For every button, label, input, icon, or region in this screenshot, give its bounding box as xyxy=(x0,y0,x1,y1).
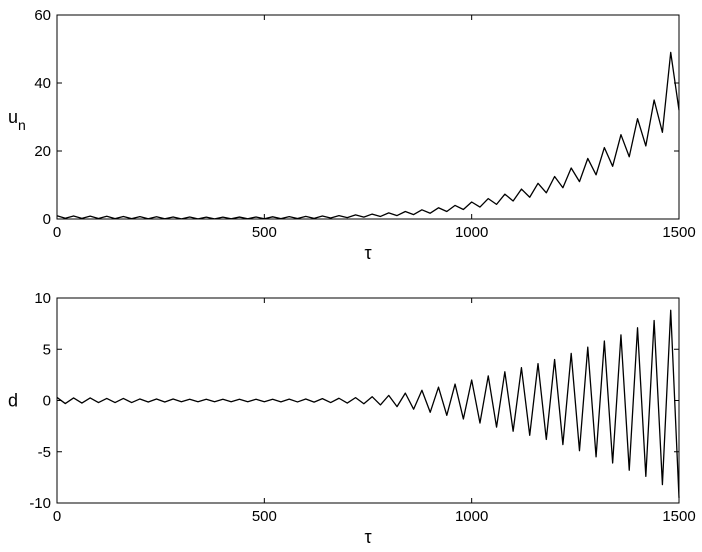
y-axis-label-sub: n xyxy=(18,117,26,133)
subplot: 0 500 1000 1500 0 20 40 60 τ un xyxy=(8,7,696,263)
x-tick-label: 0 xyxy=(53,224,61,241)
y-tick-label: -10 xyxy=(29,495,51,512)
x-tick-label: 0 xyxy=(53,508,61,525)
x-axis-label: τ xyxy=(364,243,371,263)
y-tick-label: 20 xyxy=(34,143,51,160)
x-axis-label: τ xyxy=(364,527,371,547)
x-tick-label: 1500 xyxy=(662,224,695,241)
subplot: 0 500 1000 1500 -10 -5 0 5 10 τ d xyxy=(8,290,696,547)
x-tick-label: 500 xyxy=(252,224,277,241)
data-line xyxy=(56,309,680,498)
y-tick-label: -5 xyxy=(38,444,51,461)
y-tick-label: 60 xyxy=(34,7,51,24)
y-axis-label-main: d xyxy=(8,391,18,411)
y-tick-label: 0 xyxy=(43,211,51,228)
y-tick-label: 0 xyxy=(43,393,51,410)
y-tick-label: 10 xyxy=(34,290,51,307)
x-tick-label: 500 xyxy=(252,508,277,525)
x-tick-label: 1000 xyxy=(455,224,488,241)
y-tick-label: 5 xyxy=(43,341,51,358)
x-tick-label: 1500 xyxy=(662,508,695,525)
y-axis-label: un xyxy=(8,107,26,133)
y-tick-label: 40 xyxy=(34,75,51,92)
data-line xyxy=(56,51,680,220)
axes-box xyxy=(56,14,680,220)
y-axis-label: d xyxy=(8,391,18,411)
x-tick-label: 1000 xyxy=(455,508,488,525)
y-axis-label-main: u xyxy=(8,107,18,127)
